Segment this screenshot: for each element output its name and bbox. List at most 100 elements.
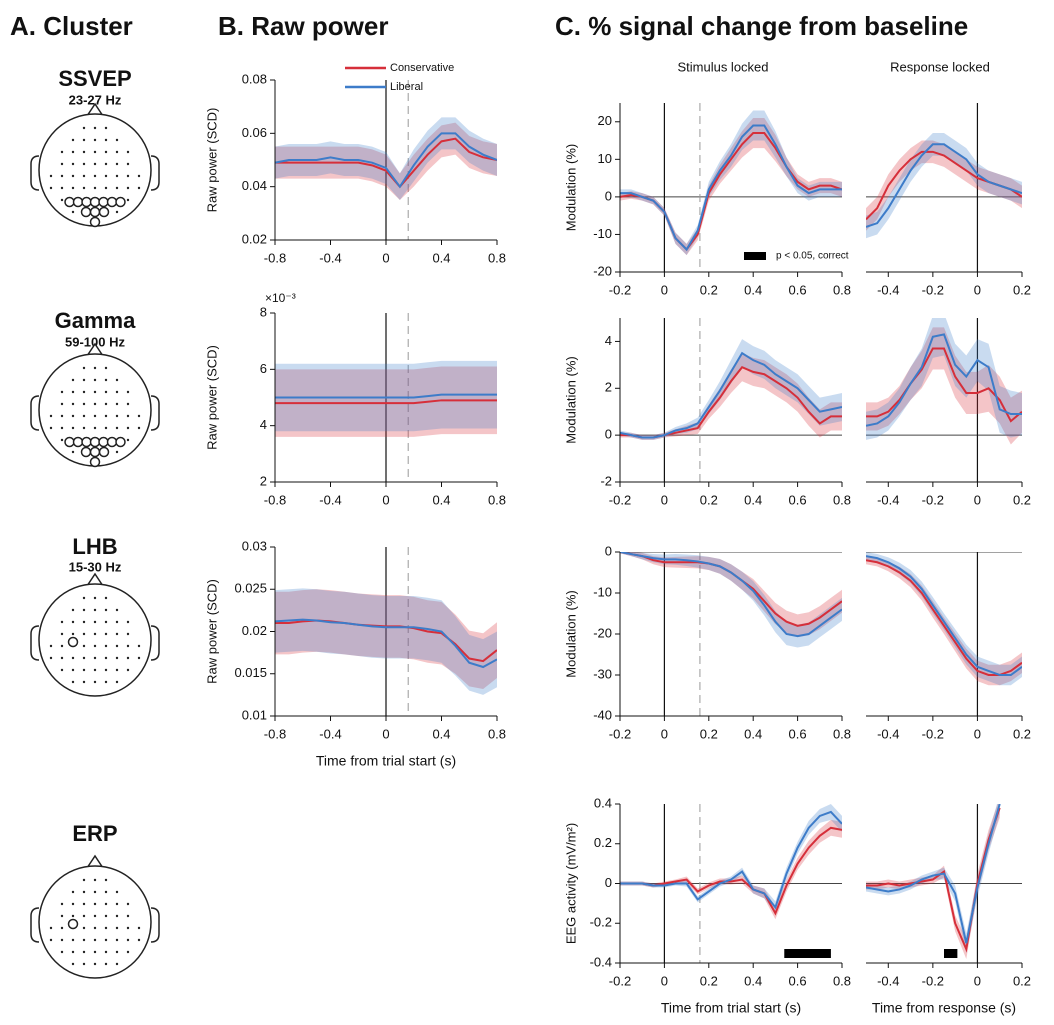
- x-tick-label: 0: [382, 492, 389, 507]
- y-tick-label: 2: [605, 380, 612, 395]
- electrode: [82, 950, 86, 954]
- electrode: [115, 950, 119, 954]
- plot-area: [620, 318, 842, 482]
- electrode: [115, 620, 119, 624]
- x-tick-label: -0.2: [609, 282, 631, 297]
- x-tick-label: 0: [661, 492, 668, 507]
- x-tick-label: -0.2: [922, 726, 944, 741]
- y-tick-label: 4: [605, 333, 612, 348]
- panel-heading: B. Raw power: [218, 11, 388, 41]
- cluster-name: SSVEP: [58, 66, 131, 91]
- x-tick-label: -0.2: [609, 492, 631, 507]
- legend-label: Liberal: [390, 81, 423, 93]
- electrode: [60, 438, 64, 442]
- electrode: [104, 878, 108, 882]
- electrode: [93, 926, 97, 930]
- electrode: [93, 962, 97, 966]
- error-band: [620, 353, 842, 440]
- electrode: [71, 632, 75, 636]
- electrode: [115, 914, 119, 918]
- ear: [30, 907, 40, 943]
- electrode: [82, 668, 86, 672]
- y-tick-label: -0.4: [590, 954, 612, 969]
- electrode: [82, 596, 86, 600]
- ear: [150, 395, 160, 431]
- electrode: [115, 962, 119, 966]
- y-axis-label: EEG activity (mV/m²): [563, 823, 578, 944]
- electrode: [60, 644, 64, 648]
- plot-area: [866, 318, 1022, 482]
- electrode: [93, 426, 97, 430]
- electrode: [115, 378, 119, 382]
- electrode: [60, 668, 64, 672]
- panel-heading: A. Cluster: [10, 11, 133, 41]
- electrode: [82, 902, 86, 906]
- x-tick-label: 0.6: [789, 726, 807, 741]
- plot-area: [866, 804, 1022, 963]
- electrode: [104, 890, 108, 894]
- electrode: [60, 632, 64, 636]
- x-tick-label: -0.4: [319, 726, 341, 741]
- cluster-electrode: [106, 196, 118, 208]
- head-map: [30, 342, 160, 468]
- series-line: [620, 810, 842, 910]
- electrode: [104, 926, 108, 930]
- electrode: [71, 138, 75, 142]
- electrode: [104, 596, 108, 600]
- cluster-electrode: [98, 446, 110, 458]
- electrode: [104, 390, 108, 394]
- series-line: [275, 618, 497, 669]
- electrode: [71, 902, 75, 906]
- electrode: [60, 162, 64, 166]
- nose: [86, 102, 104, 117]
- electrode: [115, 450, 119, 454]
- x-tick-label: 0.2: [700, 973, 718, 988]
- error-band: [275, 366, 497, 437]
- x-tick-label: 0: [974, 282, 981, 297]
- electrode: [115, 680, 119, 684]
- electrode: [104, 150, 108, 154]
- x-tick-label: 0.2: [700, 492, 718, 507]
- y-axis-label: Raw power (SCD): [204, 345, 219, 450]
- electrode: [93, 668, 97, 672]
- x-tick-label: -0.2: [922, 282, 944, 297]
- x-tick-label: 0.8: [488, 726, 506, 741]
- series-line: [620, 351, 842, 439]
- head-map: [30, 854, 160, 979]
- x-tick-label: 0.4: [432, 726, 450, 741]
- electrode: [126, 950, 130, 954]
- x-tick-label: 0: [661, 973, 668, 988]
- error-band: [866, 318, 1022, 440]
- electrode: [126, 186, 130, 190]
- electrode: [115, 186, 119, 190]
- x-tick-label: 0.4: [432, 492, 450, 507]
- ear: [30, 625, 40, 661]
- electrode: [82, 366, 86, 370]
- series-line: [866, 555, 1022, 676]
- y-axis-label: Raw power (SCD): [204, 579, 219, 684]
- cluster-electrode: [67, 636, 79, 648]
- scalp: [38, 865, 152, 979]
- electrode: [82, 126, 86, 130]
- x-tick-label: 0.2: [700, 282, 718, 297]
- cluster-electrode: [64, 436, 75, 448]
- y-multiplier: ×10⁻³: [265, 291, 296, 305]
- electrode: [115, 656, 119, 660]
- electrode: [104, 950, 108, 954]
- x-tick-label: 0.6: [789, 282, 807, 297]
- electrode: [126, 668, 130, 672]
- electrode: [104, 656, 108, 660]
- ear: [150, 907, 160, 943]
- y-axis-label: Raw power (SCD): [204, 108, 219, 213]
- x-tick-label: 0.2: [700, 726, 718, 741]
- electrode: [126, 402, 130, 406]
- x-tick-label: -0.4: [319, 250, 341, 265]
- y-tick-label: 0.025: [234, 581, 267, 596]
- electrode: [115, 414, 119, 418]
- electrode: [104, 680, 108, 684]
- column-title: Response locked: [890, 59, 990, 74]
- significance-bar: [944, 949, 958, 958]
- series-line: [620, 124, 842, 252]
- electrode: [60, 174, 64, 178]
